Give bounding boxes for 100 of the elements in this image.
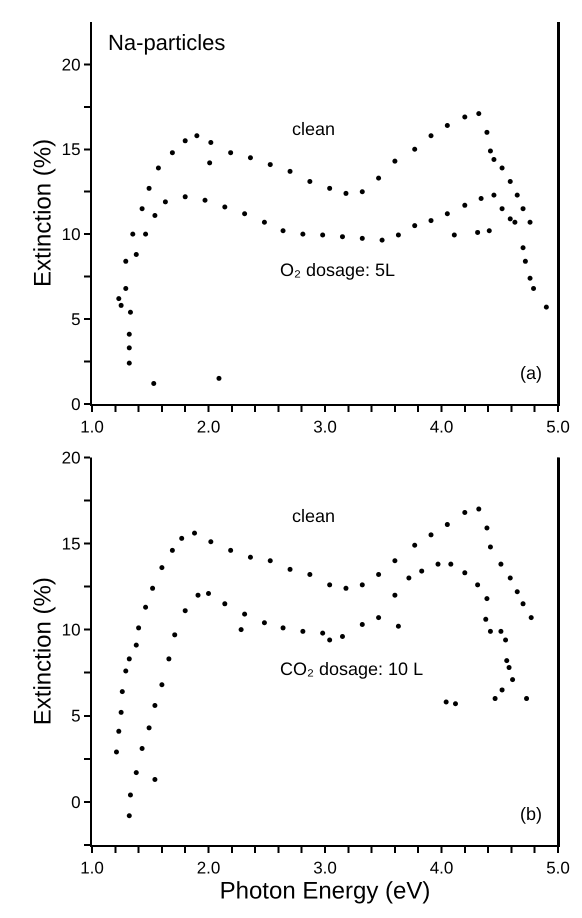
point (428, 532, 434, 538)
point (406, 575, 412, 580)
point (514, 589, 520, 594)
point (484, 130, 490, 135)
point (118, 710, 124, 715)
point (528, 615, 534, 620)
point (123, 668, 128, 674)
point (483, 616, 488, 622)
point (360, 622, 365, 627)
annotation: (a) (520, 363, 542, 383)
point (206, 590, 211, 596)
point (307, 572, 312, 578)
point (392, 592, 398, 598)
y-tick-label: 20 (62, 55, 81, 74)
point (123, 286, 128, 291)
point (320, 630, 326, 636)
point (268, 558, 273, 564)
chart-title: Na-particles (108, 30, 226, 55)
point (488, 628, 493, 634)
point (462, 202, 468, 208)
point (508, 179, 513, 184)
point (510, 677, 516, 682)
point (484, 596, 490, 602)
point (192, 530, 198, 536)
point (126, 656, 132, 662)
point (392, 558, 398, 564)
point (143, 604, 148, 610)
point (280, 625, 286, 630)
point (327, 637, 332, 642)
point (488, 544, 493, 550)
point (452, 701, 458, 706)
x-tick-label: 1.0 (80, 417, 104, 436)
point (320, 232, 326, 238)
point (428, 133, 434, 138)
point (448, 562, 454, 567)
point (343, 190, 348, 196)
point (116, 728, 122, 734)
x-axis-title: Photon Energy (eV) (220, 877, 430, 904)
point (475, 582, 480, 588)
y-tick-label: 5 (71, 706, 81, 726)
point (419, 568, 424, 574)
point (146, 186, 152, 191)
point (491, 192, 496, 198)
point (524, 696, 530, 702)
point (140, 746, 145, 752)
point (134, 770, 139, 776)
x-tick-label: 2.0 (196, 417, 220, 436)
point (488, 148, 493, 154)
point (392, 158, 398, 164)
point (116, 296, 122, 302)
point (182, 138, 188, 144)
y-tick-label: 0 (71, 394, 81, 414)
x-tick-label: 4.0 (430, 417, 454, 436)
point (412, 146, 418, 152)
point (134, 252, 139, 258)
point (475, 230, 480, 235)
point (143, 232, 148, 237)
point (476, 506, 482, 512)
point (500, 165, 505, 170)
annotation: (b) (520, 804, 542, 824)
point (128, 792, 133, 798)
point (484, 526, 490, 531)
y-axis-title: Extinction (%) (29, 577, 56, 726)
point (126, 332, 132, 337)
point (268, 162, 273, 168)
point (194, 133, 200, 138)
point (444, 522, 450, 528)
point (152, 777, 158, 782)
point (514, 192, 520, 198)
point (207, 160, 212, 166)
y-tick-label: 10 (62, 620, 81, 640)
point (307, 179, 312, 184)
point (262, 220, 267, 225)
point (428, 218, 434, 224)
point (491, 156, 496, 162)
point (288, 566, 293, 572)
point (327, 186, 332, 191)
point (136, 625, 142, 630)
point (528, 220, 533, 225)
point (340, 634, 345, 640)
point (360, 236, 365, 241)
y-tick-label: 20 (62, 448, 81, 468)
point (114, 749, 119, 754)
point (508, 216, 513, 222)
point (159, 565, 164, 570)
point (228, 150, 234, 156)
point (151, 381, 156, 386)
y-tick-label: 15 (62, 534, 81, 554)
point (280, 228, 286, 234)
point (222, 601, 228, 606)
point (380, 238, 385, 243)
point (300, 232, 306, 237)
point (150, 586, 156, 591)
point (520, 601, 526, 606)
point (360, 189, 365, 194)
point (159, 682, 164, 688)
point (216, 376, 222, 381)
annotation: clean (292, 506, 336, 526)
y-tick-label: 0 (71, 792, 81, 812)
point (156, 165, 161, 170)
